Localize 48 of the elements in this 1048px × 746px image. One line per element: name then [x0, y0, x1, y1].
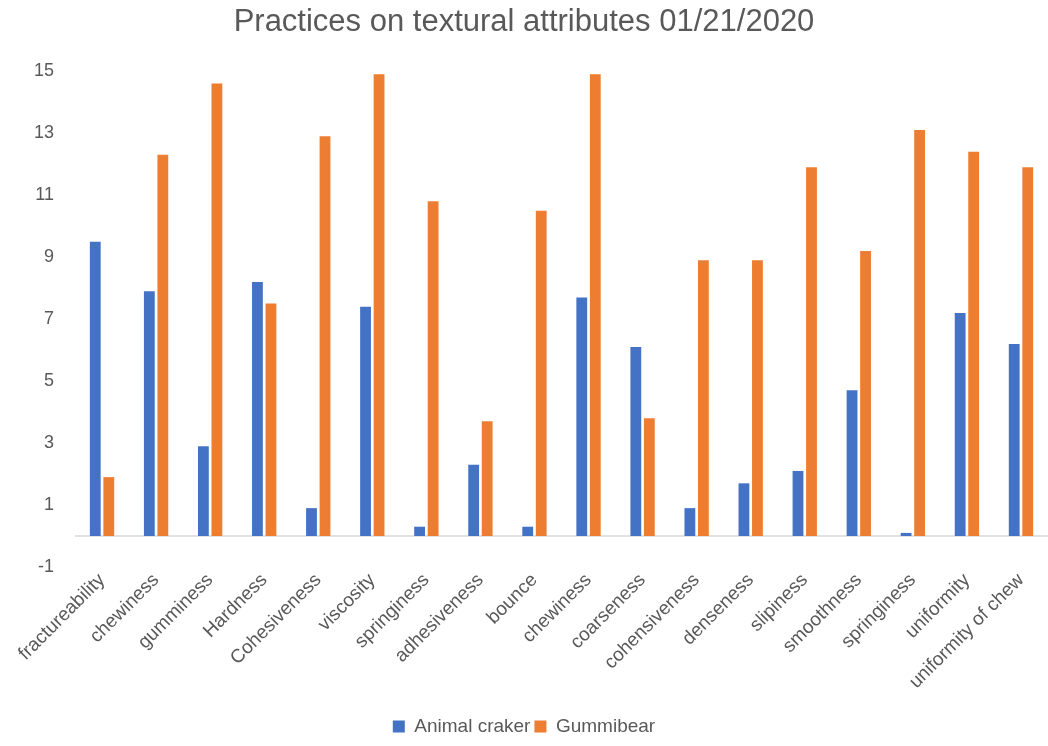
chart-title: Practices on textural attributes 01/21/2020	[233, 3, 815, 39]
bar	[792, 470, 804, 537]
legend-label: Gummibear	[555, 714, 656, 736]
bar	[1022, 167, 1034, 537]
bar	[522, 526, 534, 537]
y-tick-label: 11	[35, 184, 54, 205]
bar	[211, 83, 223, 537]
bar	[360, 306, 371, 537]
bar	[752, 260, 763, 537]
bar	[738, 483, 750, 537]
bar	[468, 464, 480, 537]
bar	[319, 136, 331, 537]
bar	[306, 508, 317, 537]
y-tick-label: 1	[43, 493, 54, 514]
bar	[265, 303, 277, 537]
y-tick-label: 13	[33, 122, 54, 143]
bar	[914, 130, 926, 537]
bar	[968, 151, 980, 537]
y-tick-label: 7	[43, 308, 54, 329]
bar	[89, 241, 101, 537]
legend-label: Animal craker	[414, 714, 532, 736]
bar	[954, 312, 966, 537]
bar	[481, 421, 493, 537]
bar	[846, 390, 858, 537]
bar	[860, 250, 871, 537]
bar	[427, 201, 439, 537]
bar	[576, 297, 588, 537]
bar	[806, 167, 817, 537]
bar	[589, 74, 601, 537]
y-tick-label: 15	[33, 60, 54, 81]
bar	[900, 532, 912, 537]
bar	[535, 210, 547, 537]
bar	[373, 74, 385, 537]
bar	[1008, 343, 1020, 537]
bar	[643, 418, 655, 537]
y-tick-label: -1	[37, 555, 54, 576]
y-tick-label: 3	[43, 432, 54, 453]
bar	[197, 446, 209, 537]
bar	[697, 260, 709, 537]
bar	[684, 508, 696, 537]
bar	[630, 346, 642, 537]
y-tick-label: 5	[43, 370, 54, 391]
bar	[157, 154, 169, 537]
bar	[252, 281, 263, 537]
bar	[143, 291, 155, 537]
bar	[103, 477, 115, 537]
y-tick-label: 9	[43, 246, 54, 267]
bar	[414, 526, 426, 537]
